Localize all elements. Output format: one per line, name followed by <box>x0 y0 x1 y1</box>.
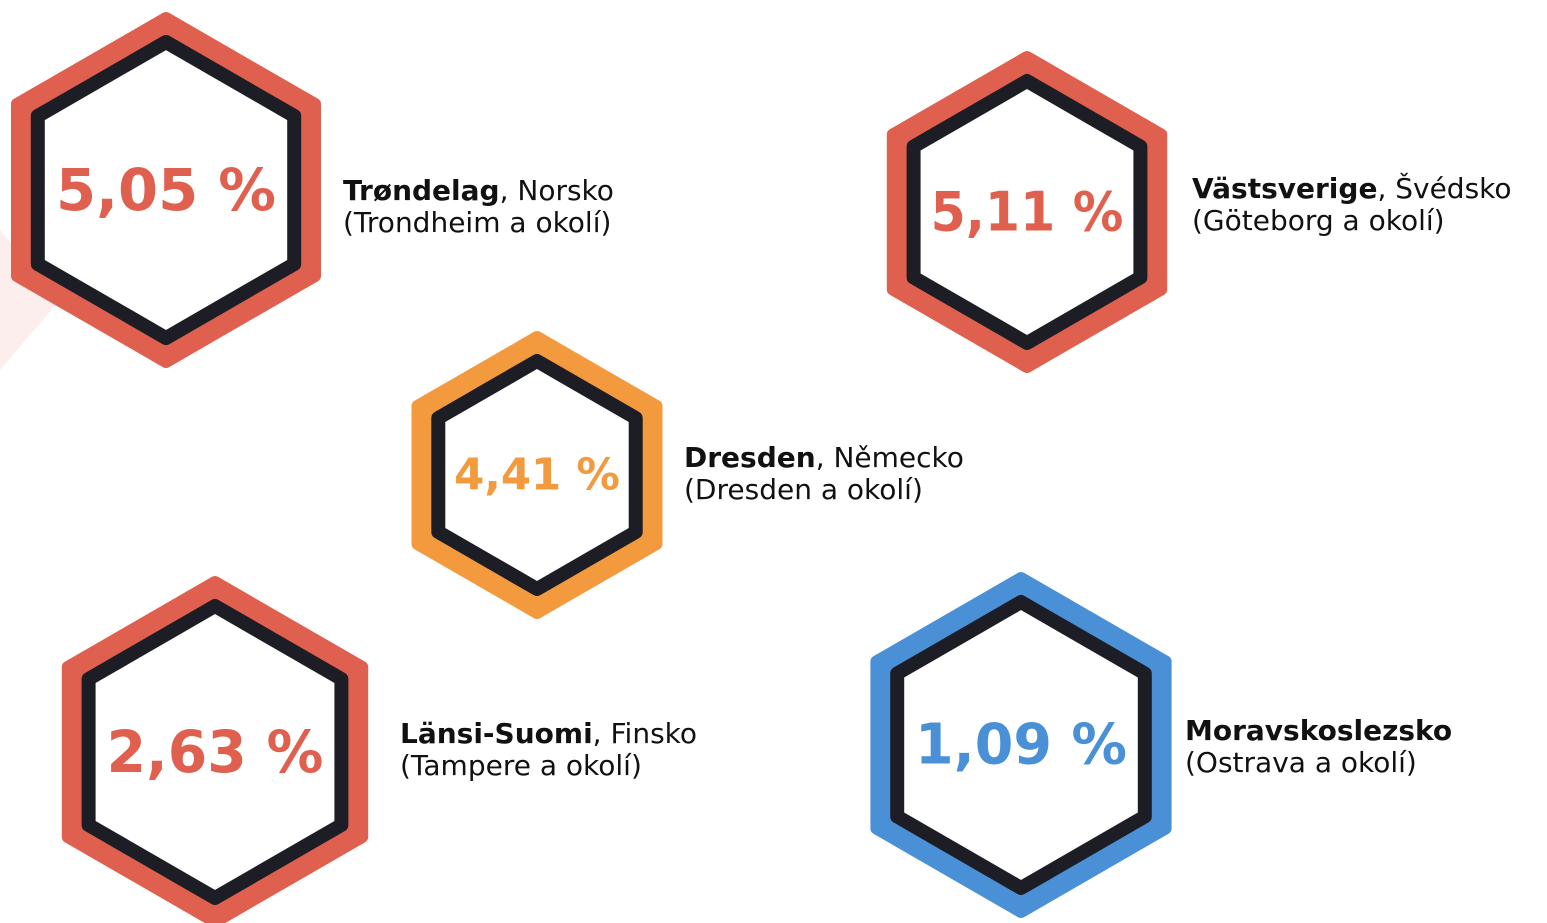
item: 1,09 % Moravskoslezsko(Ostrava a okolí) <box>870 572 1452 918</box>
item: 2,63 % Länsi-Suomi, Finsko(Tampere a okol… <box>61 576 697 923</box>
region-subtitle: (Göteborg a okolí) <box>1192 204 1445 237</box>
region-title: Länsi-Suomi, Finsko <box>400 717 697 750</box>
percentage: 5,11 % <box>931 181 1124 244</box>
region-subtitle: (Tampere a okolí) <box>400 749 642 782</box>
region-subtitle: (Ostrava a okolí) <box>1185 746 1417 779</box>
country: , Švédsko <box>1377 171 1511 205</box>
region-name: Moravskoslezsko <box>1185 714 1452 747</box>
percentage: 4,41 % <box>454 450 620 501</box>
hexagon-inner <box>431 354 643 596</box>
region-name: Dresden <box>684 441 816 474</box>
percentage: 2,63 % <box>107 718 324 786</box>
item: 5,11 % Västsverige, Švédsko(Göteborg a ok… <box>886 51 1512 373</box>
percentage: 5,05 % <box>56 156 276 224</box>
region-title: Dresden, Německo <box>684 441 964 474</box>
region-name: Västsverige <box>1192 172 1377 205</box>
region-subtitle: (Trondheim a okolí) <box>343 206 611 239</box>
region-name: Trøndelag <box>343 174 500 207</box>
hexagon-inner <box>906 74 1148 350</box>
country: , Finsko <box>593 717 697 750</box>
percentage: 1,09 % <box>915 713 1127 778</box>
country: , Německo <box>816 441 964 474</box>
item: 5,05 % Trøndelag, Norsko(Trondheim a okol… <box>11 12 614 368</box>
hexagon-inner <box>890 595 1152 895</box>
country: , Norsko <box>500 174 614 207</box>
item: 4,41 % Dresden, Německo(Dresden a okolí) <box>411 331 964 619</box>
region-title: Trøndelag, Norsko <box>343 174 614 207</box>
region-title: Västsverige, Švédsko <box>1192 171 1512 205</box>
region-subtitle: (Dresden a okolí) <box>684 473 923 506</box>
hexagon-inner <box>30 35 302 345</box>
region-name: Länsi-Suomi <box>400 717 593 750</box>
hexagon-inner <box>81 599 349 905</box>
region-title: Moravskoslezsko <box>1185 714 1452 747</box>
